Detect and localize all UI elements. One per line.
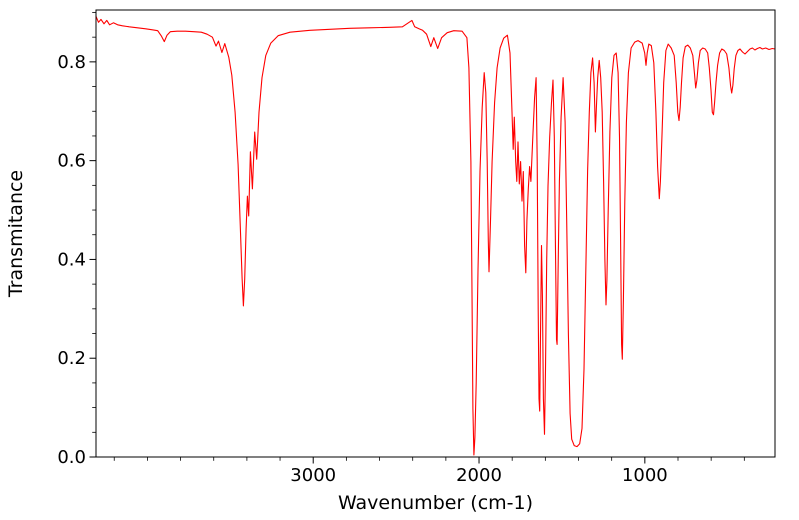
y-axis-ticks: 0.0 0.2 0.4 0.6 0.8 [57, 12, 96, 468]
y-tick-label: 0.2 [57, 348, 86, 369]
y-tick-label: 0.0 [57, 447, 86, 468]
x-tick-label: 2000 [456, 465, 502, 486]
y-axis-label: Transmitance [5, 170, 27, 298]
x-tick-label: 3000 [290, 465, 336, 486]
y-tick-label: 0.4 [57, 249, 86, 270]
x-axis-label: Wavenumber (cm-1) [338, 492, 533, 514]
y-tick-label: 0.6 [57, 151, 86, 172]
spectrum-line [95, 15, 776, 456]
plot-frame [95, 9, 776, 458]
x-axis-ticks: 3000 2000 1000 [113, 457, 745, 486]
y-tick-label: 0.8 [57, 52, 86, 73]
x-tick-label: 1000 [622, 465, 668, 486]
